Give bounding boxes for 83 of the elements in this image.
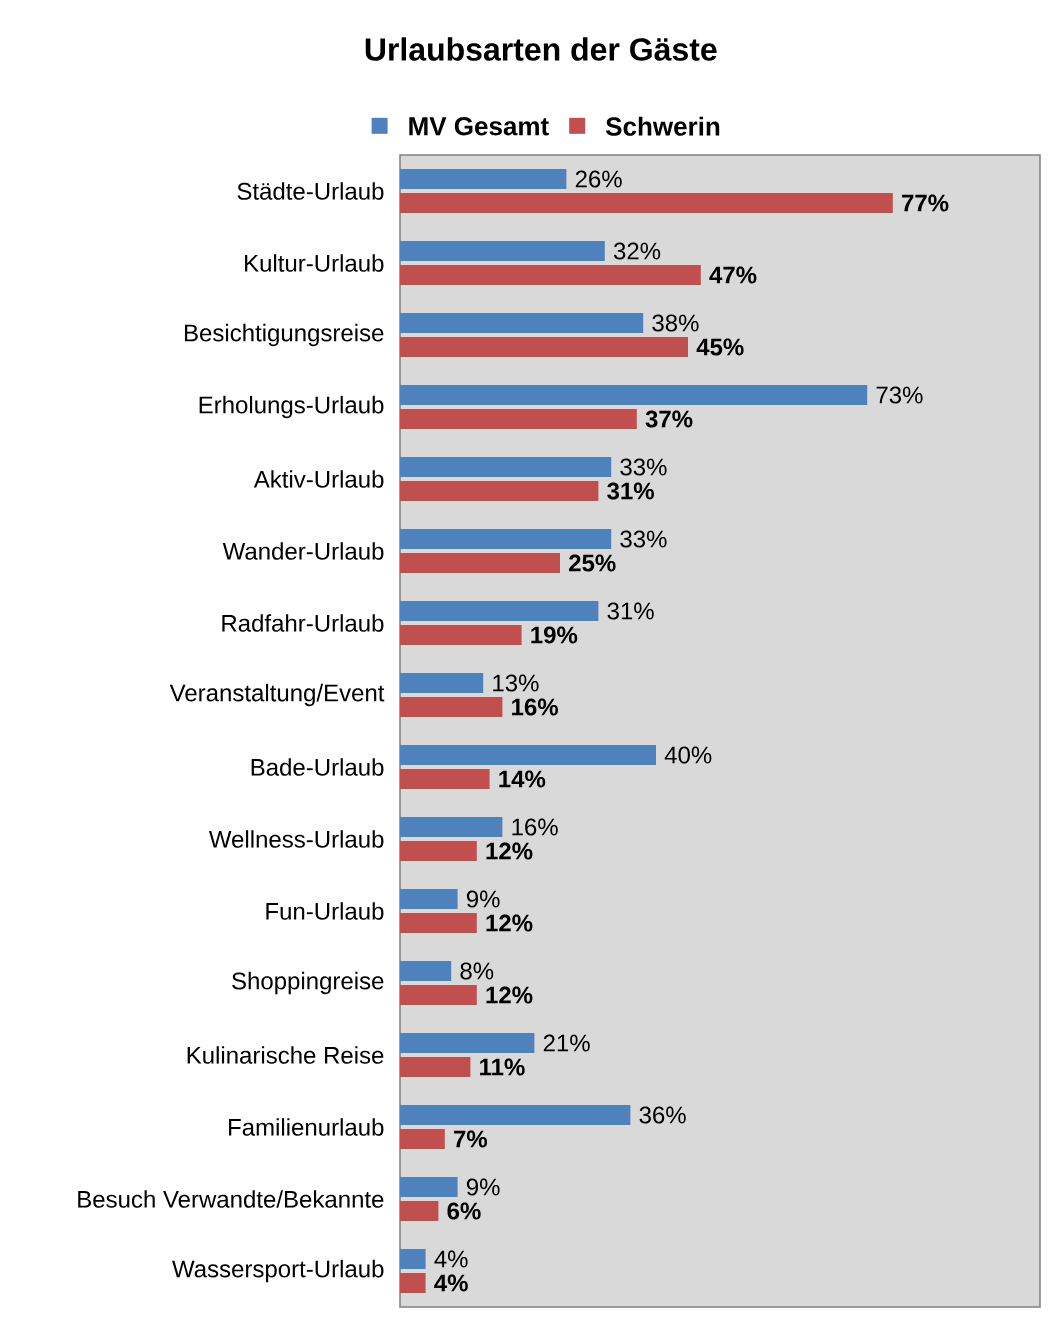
data-label: 21%: [543, 1034, 590, 1052]
bar: [400, 817, 503, 838]
y-tick-label: Besuch Verwandte/Bekannte: [78, 1190, 384, 1208]
bar: [400, 601, 599, 622]
data-label: 32%: [613, 242, 661, 260]
data-label: 4%: [434, 1274, 468, 1292]
data-label: 31%: [607, 482, 654, 500]
data-label: 14%: [499, 770, 546, 788]
bar: [400, 625, 522, 646]
bar: [400, 409, 637, 430]
data-label: 12%: [486, 914, 533, 932]
data-label: 25%: [569, 554, 616, 572]
data-label: 12%: [486, 842, 533, 860]
bar: [400, 1273, 426, 1294]
bar: [400, 697, 503, 718]
bar: [400, 169, 567, 190]
data-label: 40%: [664, 746, 712, 764]
bar: [400, 913, 477, 934]
y-tick-label: Städte-Urlaub: [237, 182, 384, 200]
bar: [400, 769, 490, 790]
data-label: 37%: [645, 410, 693, 428]
y-tick-label: Veranstaltung/Event: [169, 683, 385, 707]
bar: [400, 1105, 631, 1126]
bar: [400, 1129, 445, 1150]
y-tick-label: Bade-Urlaub: [251, 758, 384, 776]
bar: [400, 241, 605, 262]
data-label: 77%: [902, 194, 949, 212]
bar: [400, 841, 477, 862]
bar: [400, 1057, 471, 1078]
legend-label: MV Gesamt: [409, 117, 549, 136]
bar: [400, 1249, 426, 1270]
bar: [400, 337, 688, 358]
data-label: 13%: [493, 674, 539, 692]
bar: [400, 265, 701, 286]
data-label: 31%: [607, 602, 654, 620]
chart-title: Urlaubsarten der Gäste: [365, 37, 717, 61]
bar: [400, 745, 656, 766]
data-label: 33%: [620, 530, 667, 548]
bar: [400, 961, 452, 982]
bar: [400, 457, 612, 478]
bar: [400, 313, 644, 334]
data-label: 9%: [466, 890, 500, 908]
data-label: 45%: [696, 338, 744, 356]
y-tick-label: Radfahr-Urlaub: [222, 614, 384, 632]
legend-label: Schwerin: [605, 116, 720, 136]
data-label: 26%: [575, 170, 622, 188]
data-label: 7%: [454, 1130, 488, 1148]
y-tick-label: Erholungs-Urlaub: [199, 395, 384, 419]
y-tick-label: Wassersport-Urlaub: [172, 1259, 384, 1283]
bar: [400, 1177, 458, 1198]
y-tick-label: Kultur-Urlaub: [245, 254, 384, 272]
bar: [400, 385, 868, 406]
bar: [400, 193, 893, 214]
bar: [400, 553, 560, 574]
y-tick-label: Fun-Urlaub: [266, 902, 384, 920]
data-label: 73%: [876, 386, 923, 404]
bar: [400, 673, 484, 694]
bar: [400, 481, 599, 502]
data-label: 19%: [531, 626, 578, 644]
data-label: 16%: [512, 698, 558, 716]
data-label: 6%: [447, 1202, 481, 1220]
data-label: 8%: [460, 962, 494, 980]
bar: [400, 529, 612, 550]
y-tick-label: Aktiv-Urlaub: [253, 470, 384, 488]
data-label: 4%: [434, 1250, 468, 1268]
y-tick-label: Shoppingreise: [232, 971, 384, 995]
data-label: 38%: [652, 314, 699, 332]
data-label: 33%: [620, 458, 667, 476]
data-label: 11%: [480, 1058, 525, 1076]
bar: [400, 889, 458, 910]
y-tick-label: Kulinarische Reise: [187, 1046, 384, 1064]
data-label: 36%: [639, 1106, 686, 1124]
data-label: 47%: [709, 266, 757, 284]
y-tick-label: Besichtigungsreise: [185, 323, 384, 347]
y-tick-label: Wander-Urlaub: [222, 542, 384, 560]
bar: [400, 1033, 535, 1054]
bar: [400, 985, 477, 1006]
y-tick-label: Wellness-Urlaub: [208, 830, 384, 848]
data-label: 9%: [466, 1178, 500, 1196]
bar: [400, 1201, 439, 1222]
data-label: 16%: [512, 818, 558, 836]
data-label: 12%: [486, 986, 533, 1004]
y-tick-label: Familienurlaub: [229, 1118, 384, 1136]
